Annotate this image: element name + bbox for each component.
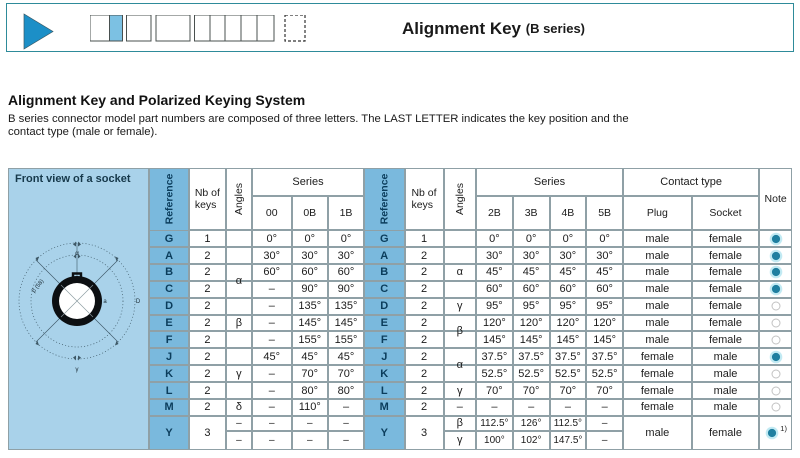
svg-text:β (58): β (58): [31, 279, 45, 295]
svg-text:α: α: [75, 250, 79, 257]
svg-text:a: a: [103, 299, 107, 305]
svg-text:D: D: [136, 299, 141, 305]
svg-text:γ: γ: [75, 366, 79, 373]
